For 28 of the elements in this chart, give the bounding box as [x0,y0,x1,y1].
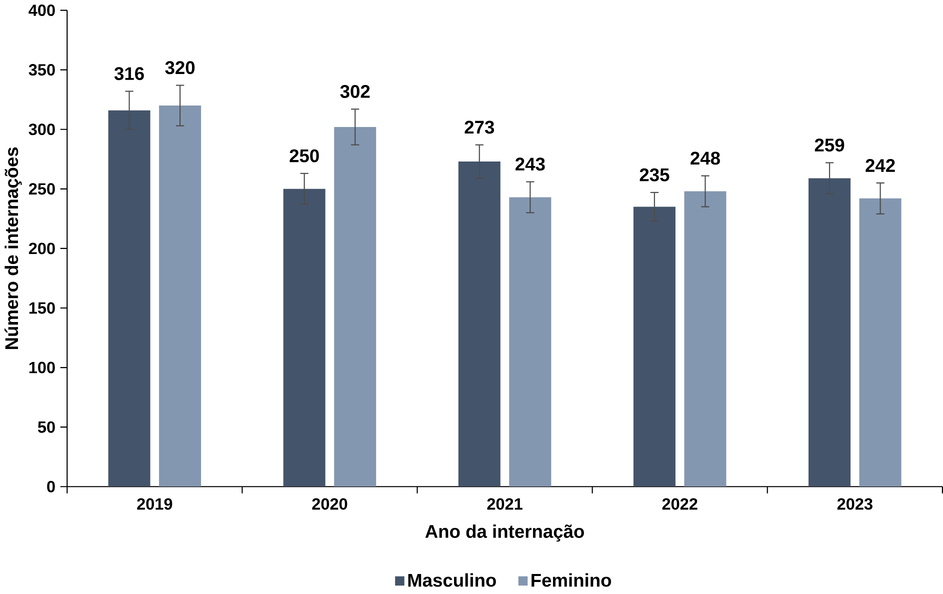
legend-label: Masculino [408,573,496,587]
y-tick-label: 0 [47,480,55,492]
x-axis-title: Ano da internação [425,524,584,542]
data-label: 316 [114,67,144,80]
y-tick-label: 100 [29,362,55,374]
y-tick-label: 200 [28,242,55,254]
x-tick-label: 2022 [662,498,698,510]
data-label: 242 [866,159,895,172]
x-tick-label: 2019 [137,498,172,510]
data-label: 243 [516,158,545,171]
y-tick-label: 250 [28,183,55,195]
x-tick-label: 2020 [312,498,348,510]
data-label: 273 [464,120,494,134]
y-tick-label: 350 [28,64,55,76]
data-label: 235 [640,168,670,182]
y-tick-label: 150 [29,302,55,314]
y-tick-label: 300 [28,124,55,136]
data-label: 250 [290,149,319,162]
y-tick-label: 400 [28,4,55,16]
data-label: 302 [340,84,370,98]
data-label: 248 [690,152,720,165]
y-axis-title: Número de internações [4,147,22,350]
y-tick-label: 50 [38,421,55,433]
x-tick-label: 2021 [487,498,522,510]
data-label: 320 [165,61,195,74]
x-tick-label: 2023 [837,498,872,510]
legend-label: Feminino [532,573,612,587]
data-label: 259 [814,138,844,152]
